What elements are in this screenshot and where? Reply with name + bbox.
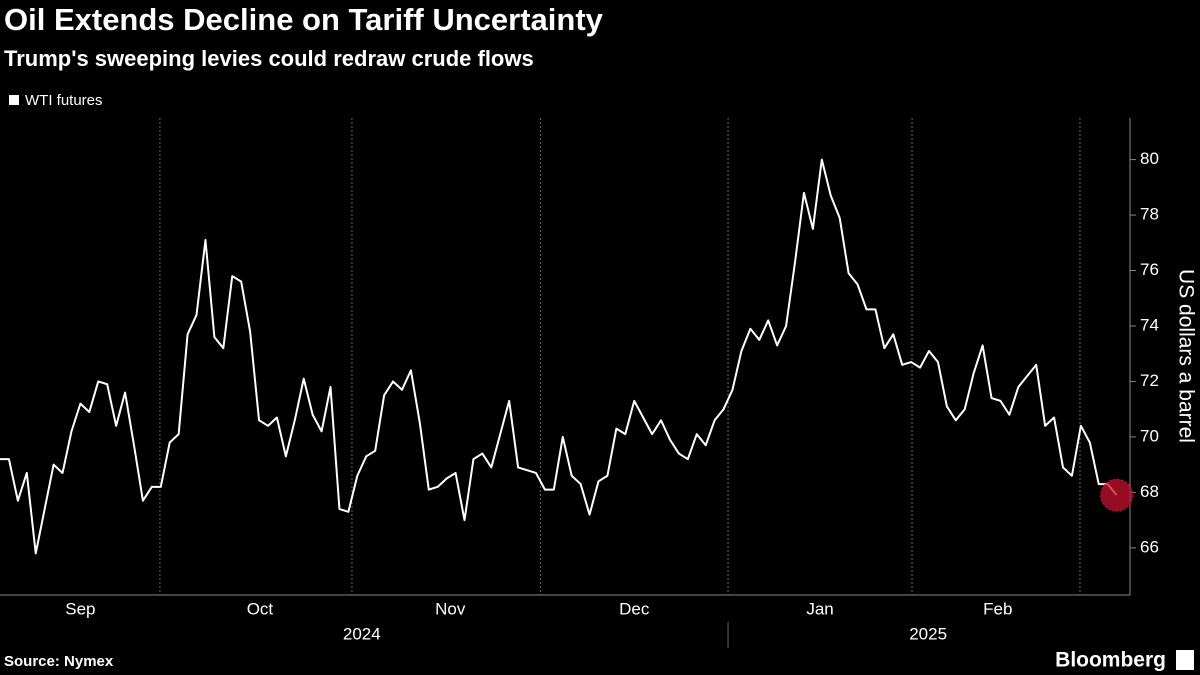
y-tick-label: 68 xyxy=(1140,482,1159,501)
x-tick-label: Feb xyxy=(983,599,1012,618)
y-tick-label: 70 xyxy=(1140,426,1159,445)
y-tick-label: 74 xyxy=(1140,315,1159,334)
legend-label: WTI futures xyxy=(25,92,103,109)
chart-title: Oil Extends Decline on Tariff Uncertaint… xyxy=(4,2,604,37)
y-tick-label: 80 xyxy=(1140,149,1159,168)
y-axis-label: US dollars a barrel xyxy=(1174,269,1197,443)
x-tick-label: Nov xyxy=(435,599,466,618)
y-tick-label: 72 xyxy=(1140,371,1159,390)
year-label: 2025 xyxy=(909,624,947,643)
chart-subtitle: Trump's sweeping levies could redraw cru… xyxy=(4,46,534,71)
x-tick-label: Sep xyxy=(65,599,95,618)
x-tick-label: Jan xyxy=(806,599,833,618)
y-tick-label: 66 xyxy=(1140,537,1159,556)
brand: Bloomberg xyxy=(1055,649,1166,672)
brand-icon xyxy=(1176,650,1194,670)
last-point-highlight xyxy=(1100,478,1134,512)
y-tick-label: 76 xyxy=(1140,260,1159,279)
series-line xyxy=(0,158,1118,555)
year-label: 2024 xyxy=(343,624,381,643)
x-tick-label: Oct xyxy=(247,599,274,618)
x-tick-label: Dec xyxy=(619,599,650,618)
source: Source: Nymex xyxy=(4,653,114,670)
y-tick-label: 78 xyxy=(1140,205,1159,224)
legend-swatch xyxy=(9,95,19,105)
